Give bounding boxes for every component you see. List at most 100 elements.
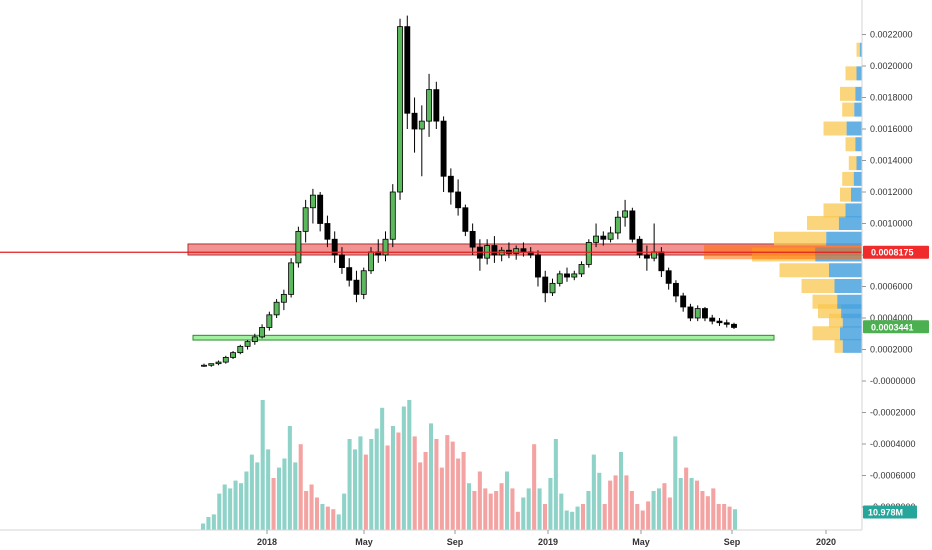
volume-badge-label: 10.978M [868,508,903,518]
profile-bar-up [848,156,857,171]
volume-bar [689,478,694,530]
candle-down [520,248,527,253]
candle-up [397,26,403,193]
volume-bar [667,497,672,530]
candle-up [513,248,520,254]
x-tick-label: May [632,537,650,547]
volume-bar [304,491,309,530]
volume-bar [662,483,667,530]
candle-down [672,282,679,297]
y-tick-label: 0.0022000 [870,30,913,40]
volume-bar [461,452,466,530]
candle-down [535,254,541,278]
volume-bar [314,497,320,530]
volume-bar [271,478,276,530]
volume-bar [228,488,233,530]
volume-bar [635,504,640,530]
volume-bar [238,483,244,530]
candle-up [614,216,621,234]
price-badge [863,320,929,334]
volume-bar [434,439,439,530]
volume-bar [504,471,510,530]
volume-bar [586,491,591,530]
x-tick-label: 2019 [538,537,558,547]
volume-bar [521,497,526,530]
y-tick-label: -0.0002000 [870,408,916,418]
price-badges: 0.0008175 0.0003441 10.978M [863,245,929,519]
volume-bar [570,511,575,530]
volume-bar [722,504,727,530]
candle-down [564,273,570,278]
volume-bar [515,511,520,530]
volume-bar [640,510,645,530]
candle-up [288,262,295,295]
volume-bar [412,436,417,530]
volume-bar [705,496,710,530]
y-tick-label: -0.0000000 [870,376,916,386]
volume-bars [200,400,738,530]
profile-bar-down [846,121,862,136]
y-tick-label: 0.0014000 [870,156,913,166]
candle-up [368,251,374,272]
profile-bar-up [840,187,851,202]
y-tick-label: 0.0004000 [870,313,913,323]
candle-up [578,264,585,275]
volume-bar [602,504,607,530]
volume-bar [466,483,472,530]
price-axis[interactable]: 0.0022000 0.0020000 0.0018000 0.0016000 0.00… [862,30,916,513]
candle-down [600,235,607,240]
candle-down [731,323,737,328]
candle-down [680,295,687,308]
volume-bar [287,426,292,530]
volume-bar [358,436,363,530]
volume-bar [423,452,428,530]
volume-bar [483,488,488,530]
candle-down [702,308,708,319]
volume-bar [385,445,390,530]
y-tick-label: 0.0006000 [870,282,913,292]
profile-bar-up [779,263,829,278]
profile-bar-up [812,326,840,341]
volume-bar [580,504,586,530]
volume-bar [526,488,531,530]
volume-bar [553,439,558,530]
candle-up [244,341,251,347]
volume-bar [298,444,303,530]
candle-down [716,320,723,324]
profile-bar-up [842,171,854,186]
volume-bar [499,483,504,530]
candle-down [709,317,716,322]
volume-bar [396,432,401,530]
volume-bar [369,439,374,530]
candle-up [280,293,287,303]
candle-down [542,276,549,294]
volume-bar [390,426,396,530]
profile-bar-down [859,42,862,57]
volume-bar [233,480,238,530]
volume-bar [629,491,634,530]
volume-bar [624,475,629,530]
time-axis[interactable]: 2018 May Sep 2019 May Sep 2020 [257,530,836,547]
volume-bar [211,514,216,530]
price-badge [863,245,929,259]
candle-up [418,120,425,130]
volume-bar [559,493,564,530]
volume-bar [260,400,265,530]
profile-bar-down [838,216,862,230]
volume-bar [445,435,450,530]
candle-up [208,363,215,366]
volume-bar [407,400,412,530]
candle-up [360,270,367,295]
volume-bar [656,488,662,530]
volume-bar [597,472,602,530]
volume-bar [200,523,206,530]
candle-up [215,361,222,365]
profile-bar-down [840,326,862,341]
profile-bar-up [774,231,827,246]
volume-bar [608,480,613,530]
candle-down [447,175,454,193]
volume-bar [613,475,618,530]
candle-up [309,194,316,209]
volume-bar [293,462,298,530]
